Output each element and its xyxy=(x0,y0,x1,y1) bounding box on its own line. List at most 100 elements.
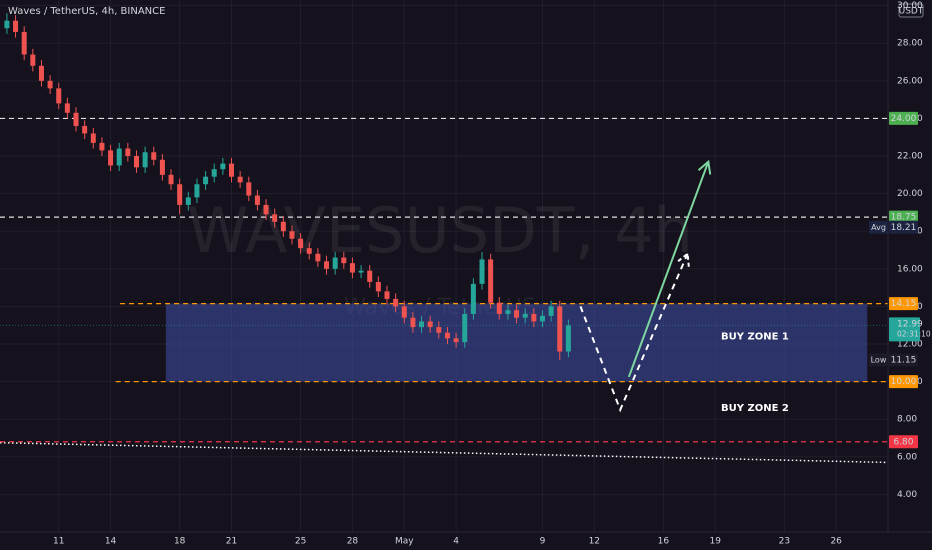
level-label-bg xyxy=(889,111,918,125)
candle-body xyxy=(401,306,407,318)
y-tick-label: 22.00 xyxy=(897,152,923,162)
candle-body xyxy=(436,327,442,333)
candle-body xyxy=(220,163,226,170)
arrow-head xyxy=(676,251,690,267)
candle-body xyxy=(306,248,312,254)
candle-body xyxy=(419,321,425,328)
candle-body xyxy=(505,310,511,314)
candle-body xyxy=(289,231,295,239)
currency: USDT xyxy=(899,7,924,17)
x-tick-label: 23 xyxy=(779,537,790,547)
x-tick-label: 25 xyxy=(295,537,306,547)
candle-body xyxy=(211,169,217,177)
low-label-bg xyxy=(889,353,918,367)
avg-tag: Avg xyxy=(871,223,886,232)
y-tick-label: 28.00 xyxy=(897,39,923,49)
candle-body xyxy=(194,184,200,198)
candle-body xyxy=(557,306,563,352)
candle-body xyxy=(38,65,44,81)
low-tag-bg xyxy=(869,353,888,367)
y-tick-label: 30.00 xyxy=(897,1,923,11)
candle-body xyxy=(384,291,390,299)
candle-body xyxy=(393,298,399,307)
x-tick-label: 19 xyxy=(710,537,722,547)
currency-badge[interactable] xyxy=(898,3,924,18)
candle-body xyxy=(410,317,416,328)
x-tick-label: May xyxy=(395,537,414,547)
zone-label: BUY ZONE 1 xyxy=(721,331,789,342)
candle-body xyxy=(151,152,157,160)
y-tick-label: 20.00 xyxy=(897,189,923,199)
candle-body xyxy=(90,133,96,143)
watermark: WAVESUSDT, 4h xyxy=(187,194,693,267)
x-tick-label: 11 xyxy=(53,537,64,547)
candle-body xyxy=(462,313,468,343)
candle-body xyxy=(168,174,174,185)
countdown: 02:31:10 xyxy=(897,329,931,338)
candle-body xyxy=(280,221,286,232)
candle-body xyxy=(56,88,62,104)
candle-body xyxy=(125,148,131,157)
avg-label-bg xyxy=(889,220,918,234)
candle-body xyxy=(298,238,304,249)
candle-body xyxy=(315,253,321,262)
candle-body xyxy=(263,204,269,215)
candle-body xyxy=(13,20,19,32)
candle-body xyxy=(203,176,209,185)
avg-tag-bg xyxy=(869,220,888,234)
level-label: 6.80 xyxy=(893,437,913,447)
y-tick-label: 12.00 xyxy=(897,340,923,350)
candle-body xyxy=(479,259,485,284)
x-tick-label: 14 xyxy=(105,537,117,547)
candle-body xyxy=(142,152,148,168)
candle-body xyxy=(108,150,114,166)
y-tick-label: 4.00 xyxy=(897,490,917,500)
candle-body xyxy=(496,302,502,314)
candle-body xyxy=(47,80,53,89)
arrow-head xyxy=(697,159,712,175)
candle-body xyxy=(133,156,139,168)
candle-body xyxy=(522,313,528,318)
candle-body xyxy=(324,261,330,269)
x-tick-label: 18 xyxy=(174,537,186,547)
x-tick-label: 9 xyxy=(540,537,546,547)
candle-body xyxy=(341,257,347,264)
candle-body xyxy=(272,214,278,222)
candle-body xyxy=(531,313,537,322)
level-label: 14.15 xyxy=(891,299,917,309)
candle-body xyxy=(64,103,70,113)
level-label-bg xyxy=(889,297,918,311)
candle-body xyxy=(565,325,571,352)
candle-body xyxy=(375,281,381,292)
candle-body xyxy=(177,184,183,205)
candle-body xyxy=(116,148,122,166)
candle-body xyxy=(185,197,191,205)
candle-body xyxy=(367,270,373,282)
projection-arrow xyxy=(579,253,689,413)
candle-body xyxy=(30,54,36,66)
x-tick-label: 16 xyxy=(658,537,670,547)
candle-body xyxy=(237,176,243,183)
trendline xyxy=(0,441,889,464)
y-tick-label: 26.00 xyxy=(897,76,923,86)
y-tick-label: 8.00 xyxy=(897,415,917,425)
candle-body xyxy=(254,195,260,205)
y-tick-label: 6.00 xyxy=(897,452,917,462)
level-label: 10.00 xyxy=(891,377,917,387)
x-tick-label: 21 xyxy=(226,537,237,547)
candle-body xyxy=(444,332,450,339)
candle-body xyxy=(488,259,494,303)
candle-body xyxy=(73,112,79,126)
candle-body xyxy=(548,306,554,316)
chart-title: Waves / TetherUS, 4h, BINANCE xyxy=(8,6,165,17)
low-tag: Low xyxy=(871,355,887,364)
projection-arrow xyxy=(627,161,710,378)
avg-label: 18.21 xyxy=(891,223,917,233)
level-label-bg xyxy=(889,210,918,224)
level-label: 18.75 xyxy=(891,213,917,223)
y-tick-label: 16.00 xyxy=(897,264,923,274)
candle-body xyxy=(539,315,545,322)
candle-body xyxy=(470,283,476,314)
